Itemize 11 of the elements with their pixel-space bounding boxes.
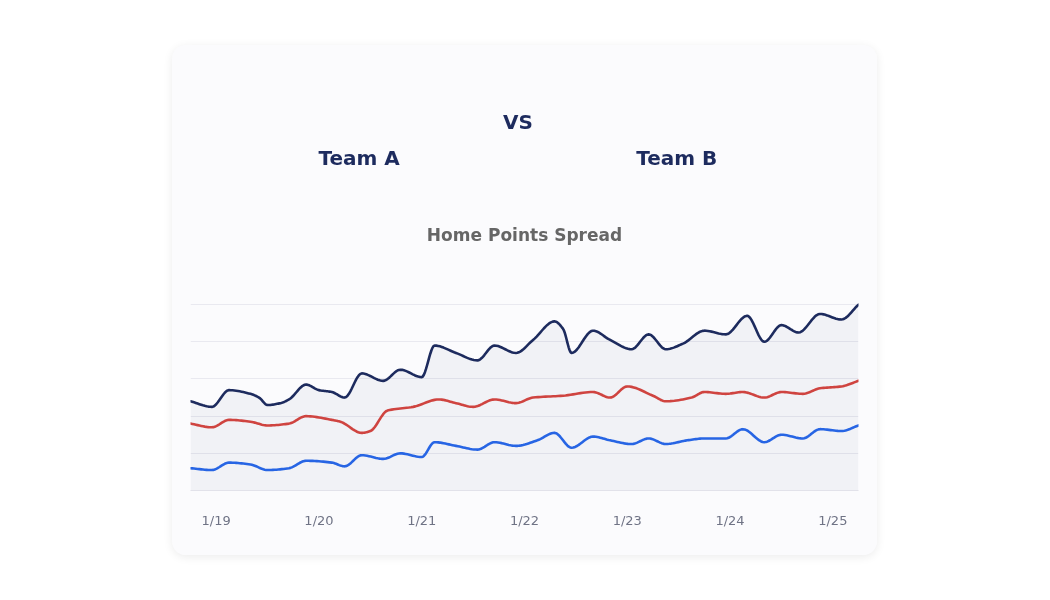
chart-title: Home Points Spread: [426, 224, 623, 245]
x-tick-label: 1/25: [818, 512, 848, 528]
x-tick-label: 1/24: [715, 512, 745, 528]
text: Team A: [318, 145, 401, 170]
x-tick-label: 1/19: [201, 512, 231, 528]
text: Team B: [636, 145, 718, 170]
x-tick-label: 1/23: [612, 512, 642, 528]
text: VS: [503, 109, 533, 134]
x-tick-label: 1/21: [407, 512, 437, 528]
x-tick-label: 1/20: [304, 512, 334, 528]
x-tick-label: 1/22: [509, 512, 540, 528]
